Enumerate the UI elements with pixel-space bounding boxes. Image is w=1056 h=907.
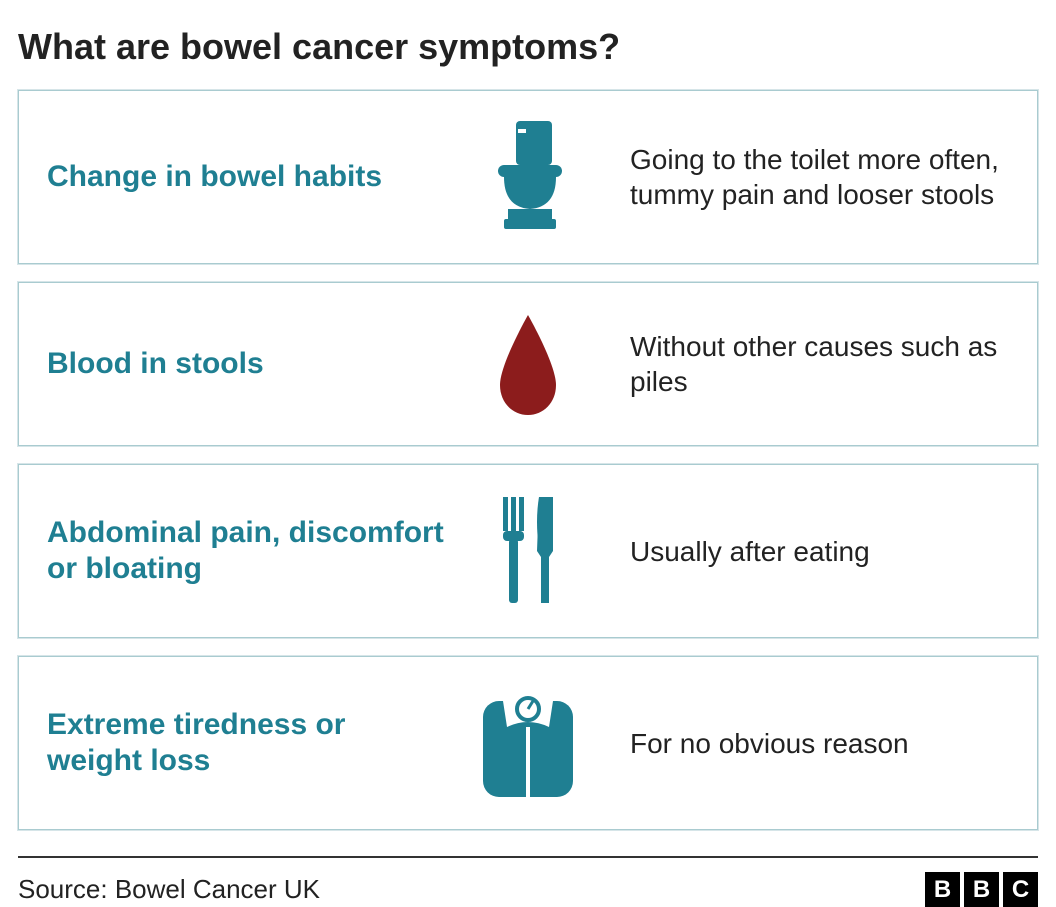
fork-knife-icon bbox=[458, 491, 598, 611]
bbc-logo: B B C bbox=[925, 872, 1038, 907]
source-text: Source: Bowel Cancer UK bbox=[18, 874, 320, 905]
symptom-name: Change in bowel habits bbox=[47, 159, 458, 195]
toilet-icon bbox=[458, 117, 598, 237]
scale-icon bbox=[458, 683, 598, 803]
footer: Source: Bowel Cancer UK B B C bbox=[18, 856, 1038, 907]
symptom-description: Usually after eating bbox=[598, 534, 1009, 569]
blood-drop-icon bbox=[458, 309, 598, 419]
symptom-card: Blood in stools Without other causes suc… bbox=[18, 282, 1038, 446]
symptom-name: Blood in stools bbox=[47, 346, 458, 382]
symptom-description: Going to the toilet more often, tummy pa… bbox=[598, 142, 1009, 212]
bbc-logo-letter: C bbox=[1003, 872, 1038, 907]
symptom-card: Extreme tiredness or weight loss For no … bbox=[18, 656, 1038, 830]
symptom-name: Extreme tiredness or weight loss bbox=[47, 707, 458, 779]
symptom-card: Abdominal pain, discomfort or bloating U… bbox=[18, 464, 1038, 638]
page-title: What are bowel cancer symptoms? bbox=[18, 26, 1038, 68]
symptom-name: Abdominal pain, discomfort or bloating bbox=[47, 515, 458, 587]
symptom-card: Change in bowel habits Going to the toil… bbox=[18, 90, 1038, 264]
symptom-cards: Change in bowel habits Going to the toil… bbox=[18, 90, 1038, 830]
bbc-logo-letter: B bbox=[964, 872, 999, 907]
bbc-logo-letter: B bbox=[925, 872, 960, 907]
symptom-description: Without other causes such as piles bbox=[598, 329, 1009, 399]
symptom-description: For no obvious reason bbox=[598, 726, 1009, 761]
